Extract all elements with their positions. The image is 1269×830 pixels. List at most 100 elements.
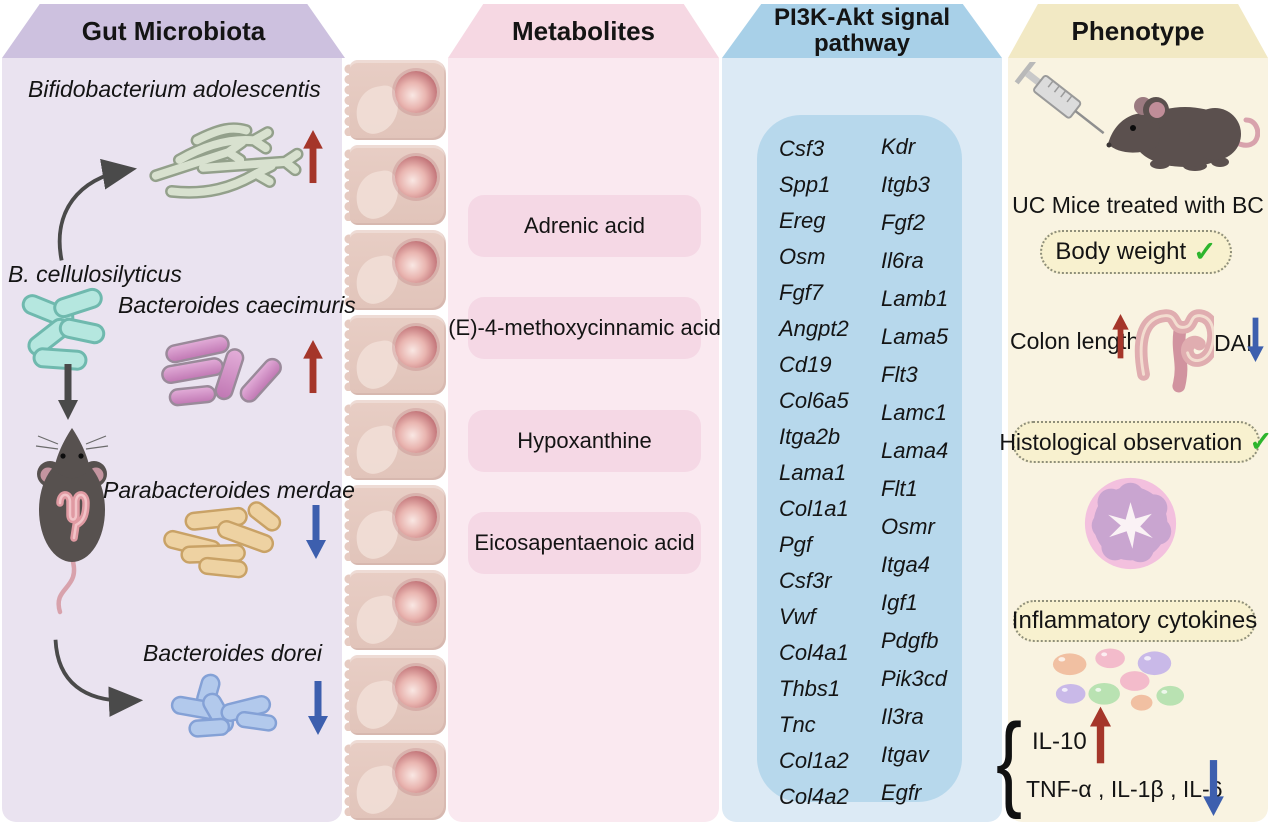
bacteria-dorei-icon xyxy=(170,673,278,738)
up-arrow-icon xyxy=(1112,314,1129,359)
body-weight-label: Body weight xyxy=(1055,238,1187,265)
epithelial-cell xyxy=(342,655,446,735)
gene-label: Itga4 xyxy=(881,552,930,577)
gene-label: Col6a5 xyxy=(779,388,849,413)
nucleus-icon xyxy=(395,241,437,283)
body-weight-badge: Body weight ✓ xyxy=(1040,230,1232,274)
metabolite-pill: Adrenic acid xyxy=(468,195,701,257)
intestinal-epithelium-strip xyxy=(342,58,449,822)
gene-label: Itgav xyxy=(881,742,929,767)
gene-label: Thbs1 xyxy=(779,676,841,701)
epithelial-cell xyxy=(342,315,446,395)
bacteria-merdae-icon xyxy=(163,501,282,579)
epithelial-cell xyxy=(342,60,446,140)
gene-label: Pdgfb xyxy=(881,628,939,653)
metabolite-pill: Hypoxanthine xyxy=(468,410,701,472)
gene-label: Igf1 xyxy=(881,590,918,615)
downregulated-cytokines-label: TNF-α , IL-1β , IL-6 xyxy=(1026,776,1223,802)
nucleus-icon xyxy=(395,751,437,793)
gene-label: Il3ra xyxy=(881,704,924,729)
gene-label: Angpt2 xyxy=(779,316,849,341)
metabolite-pill: (E)-4-methoxycinnamic acid xyxy=(448,297,721,359)
gene-label: Csf3 xyxy=(779,136,825,161)
gene-label: Spp1 xyxy=(779,172,831,197)
cytokines-icon xyxy=(1052,648,1185,711)
phenotype-title: Phenotype xyxy=(1071,15,1205,46)
gene-label: Ereg xyxy=(779,208,826,233)
gene-label: Fgf7 xyxy=(779,280,824,305)
gene-label: Col1a2 xyxy=(779,748,849,773)
gene-label: Lamb1 xyxy=(881,286,949,311)
bacteria-cellulosilyticus-icon xyxy=(21,287,106,371)
metabolite-pill: Eicosapentaenoic acid xyxy=(468,512,701,574)
bacteria-caecimuris-icon xyxy=(161,334,282,407)
gene-label: Col1a1 xyxy=(779,496,849,521)
down-arrow-icon xyxy=(308,681,328,735)
column-header-metabolites: Metabolites xyxy=(448,4,719,58)
gene-label: Il6ra xyxy=(881,248,924,273)
curved-arrow-icon xyxy=(53,639,144,717)
column-header-pi3k-pathway: PI3K-Akt signal pathway xyxy=(722,4,1002,58)
species-label-bifidobacterium-adolescentis: Bifidobacterium adolescentis xyxy=(28,76,321,102)
curved-arrow-icon xyxy=(57,158,137,261)
species-label-b-cellulosilyticus: B. cellulosilyticus xyxy=(8,261,182,287)
dai-label: DAI xyxy=(1214,330,1253,356)
gene-label: Flt1 xyxy=(881,476,918,501)
metabolite-list: Adrenic acid (E)-4-methoxycinnamic acid Hy… xyxy=(448,58,721,822)
check-icon: ✓ xyxy=(1249,426,1269,457)
cytokines-label: Inflammatory cytokines xyxy=(1011,607,1258,634)
species-label-parabacteroides-merdae: Parabacteroides merdae xyxy=(103,477,355,503)
gene-label: Flt3 xyxy=(881,362,918,387)
nucleus-icon xyxy=(395,71,437,113)
treatment-caption: UC Mice treated with BC xyxy=(1012,192,1264,218)
pi3k-gene-box xyxy=(757,115,962,802)
gene-label: Csf3r xyxy=(779,568,832,593)
histology-section-icon xyxy=(1084,477,1177,570)
epithelial-cell xyxy=(342,740,446,820)
cytokines-badge: Inflammatory cytokines xyxy=(1011,600,1258,642)
gene-label: Lama1 xyxy=(779,460,847,485)
gene-label: Pgf xyxy=(779,532,813,557)
gene-label: Egfr xyxy=(881,780,922,805)
pi3k-title-line2: pathway xyxy=(813,30,911,57)
down-arrow-gray-icon xyxy=(58,364,78,420)
gene-list-right: Kdr Itgb3 Fgf2 Il6ra Lamb1 Lama5 Flt3 Lamc1 Lama… xyxy=(881,128,948,812)
check-icon: ✓ xyxy=(1193,236,1217,267)
epithelial-cell xyxy=(342,145,446,225)
nucleus-icon xyxy=(395,326,437,368)
gene-label: Vwf xyxy=(779,604,816,629)
gene-label: Col4a1 xyxy=(779,640,849,665)
gene-list-left: Csf3 Spp1 Ereg Osm Fgf7 Angpt2 Cd19 Col6a5 Itga2… xyxy=(779,131,849,815)
gene-label: Tnc xyxy=(779,712,816,737)
down-arrow-icon xyxy=(1203,760,1224,816)
column-header-gut-microbiota: Gut Microbiota xyxy=(2,4,345,58)
gene-label: Osm xyxy=(779,244,826,269)
down-arrow-icon xyxy=(1247,317,1264,362)
metabolites-title: Metabolites xyxy=(511,15,656,46)
gene-label: Cd19 xyxy=(779,352,832,377)
syringe-mouse-icon xyxy=(1014,62,1260,171)
species-label-bacteroides-dorei: Bacteroides dorei xyxy=(143,640,322,666)
up-arrow-icon xyxy=(303,130,323,184)
pi3k-title-line1: PI3K-Akt signal xyxy=(773,4,951,31)
curly-brace: { xyxy=(996,702,1023,821)
nucleus-icon xyxy=(395,581,437,623)
gene-label: Lamc1 xyxy=(881,400,948,425)
nucleus-icon xyxy=(395,156,437,198)
species-label-bacteroides-caecimuris: Bacteroides caecimuris xyxy=(118,292,356,318)
gene-label: Fgf2 xyxy=(881,210,926,235)
gene-label: Itga2b xyxy=(779,424,841,449)
epithelial-cell xyxy=(342,400,446,480)
histology-badge: Histological observation ✓ xyxy=(999,421,1269,463)
gene-label: Lama5 xyxy=(881,324,949,349)
nucleus-icon xyxy=(395,666,437,708)
gene-label: Pik3cd xyxy=(881,666,948,691)
gene-label: Osmr xyxy=(881,514,935,539)
mouse-icon xyxy=(35,428,109,615)
gene-label: Kdr xyxy=(881,134,916,159)
gut-title: Gut Microbiota xyxy=(81,15,266,46)
epithelial-cell xyxy=(342,230,446,310)
bacteria-bifidobacterium-icon xyxy=(149,122,304,199)
epithelial-cell xyxy=(342,485,446,565)
